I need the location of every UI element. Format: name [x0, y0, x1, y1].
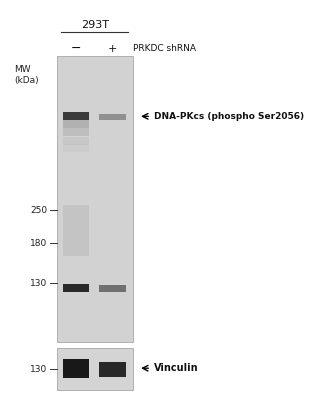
Text: MW
(kDa): MW (kDa): [15, 64, 39, 85]
Text: Vinculin: Vinculin: [154, 363, 198, 373]
Text: 180: 180: [30, 239, 47, 248]
Bar: [57, 348, 133, 390]
Bar: [63, 112, 89, 120]
Bar: [63, 359, 89, 378]
Text: PRKDC shRNA: PRKDC shRNA: [133, 44, 196, 53]
Text: +: +: [108, 44, 117, 54]
Bar: [57, 56, 133, 342]
Bar: [99, 362, 126, 377]
Bar: [63, 128, 89, 136]
Bar: [99, 114, 126, 120]
Text: −: −: [71, 42, 81, 55]
Bar: [63, 120, 89, 128]
Bar: [99, 285, 126, 292]
Bar: [63, 144, 89, 152]
Text: 130: 130: [30, 364, 47, 374]
Bar: [63, 205, 89, 256]
Text: 250: 250: [30, 206, 47, 215]
Text: DNA-PKcs (phospho Ser2056): DNA-PKcs (phospho Ser2056): [154, 112, 304, 121]
Bar: [63, 284, 89, 292]
Text: 130: 130: [30, 279, 47, 288]
Bar: [63, 137, 89, 145]
Text: 293T: 293T: [81, 20, 109, 30]
